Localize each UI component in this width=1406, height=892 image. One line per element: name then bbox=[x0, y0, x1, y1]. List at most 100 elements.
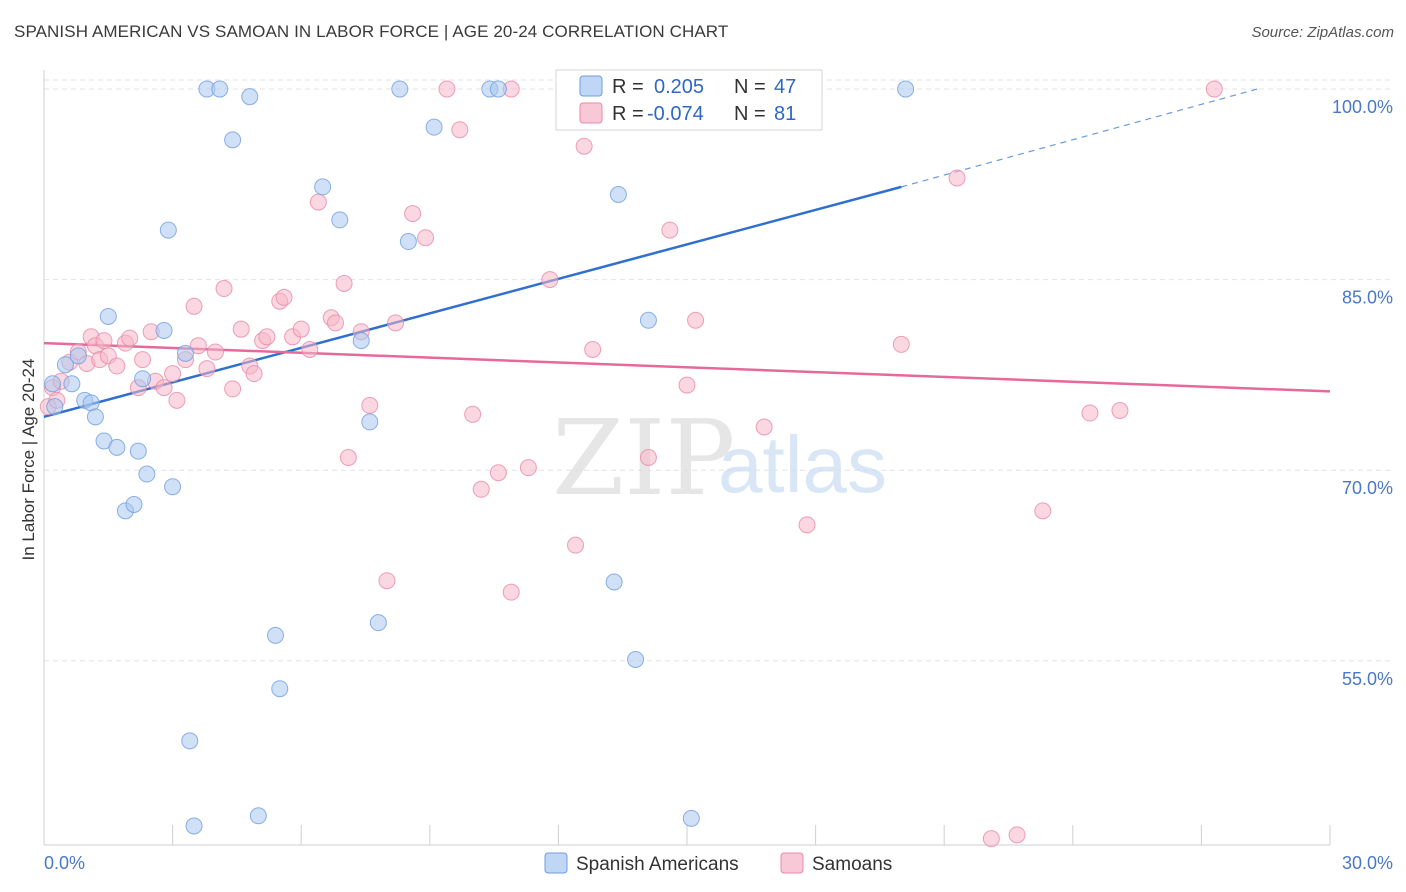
point-samoan-53 bbox=[472, 480, 490, 498]
point-spanish-american-10 bbox=[108, 438, 126, 456]
point-samoan-21 bbox=[168, 391, 186, 409]
chart-title: SPANISH AMERICAN VS SAMOAN IN LABOR FORC… bbox=[14, 22, 729, 41]
point-spanish-american-19 bbox=[176, 344, 194, 362]
point-samoan-12 bbox=[108, 357, 126, 375]
legend-r-value-1: 0.205 bbox=[654, 76, 704, 98]
point-spanish-american-36 bbox=[425, 118, 443, 136]
point-samoan-37 bbox=[292, 320, 310, 338]
point-spanish-american-16 bbox=[155, 321, 173, 339]
point-samoan-47 bbox=[387, 314, 405, 332]
point-samoan-65 bbox=[687, 311, 705, 329]
point-spanish-american-14 bbox=[134, 370, 152, 388]
point-spanish-american-32 bbox=[361, 413, 379, 431]
point-spanish-american-40 bbox=[605, 573, 623, 591]
point-spanish-american-33 bbox=[369, 614, 387, 632]
bottom-legend-swatch-pink bbox=[780, 852, 804, 874]
x-tick-label-0: 0.0% bbox=[44, 853, 85, 873]
point-spanish-american-41 bbox=[609, 186, 627, 204]
point-samoan-56 bbox=[502, 583, 520, 601]
bottom-legend-label-samoans: Samoans bbox=[812, 854, 892, 875]
bottom-legend-label-spanish-americans: Spanish Americans bbox=[576, 854, 739, 875]
point-spanish-american-42 bbox=[627, 651, 645, 669]
point-spanish-american-43 bbox=[639, 311, 657, 329]
legend-swatch-pink bbox=[579, 102, 603, 124]
point-samoan-61 bbox=[584, 341, 602, 359]
point-samoan-70 bbox=[892, 335, 910, 353]
point-spanish-american-28 bbox=[271, 680, 289, 698]
point-spanish-american-21 bbox=[185, 817, 203, 835]
point-spanish-american-26 bbox=[249, 807, 267, 825]
point-samoan-52 bbox=[464, 405, 482, 423]
point-samoan-77 bbox=[1205, 80, 1223, 98]
y-tick-label-3: 100.0% bbox=[1332, 97, 1393, 117]
point-samoan-45 bbox=[361, 396, 379, 414]
point-samoan-29 bbox=[232, 320, 250, 338]
point-samoan-57 bbox=[519, 459, 537, 477]
point-samoan-64 bbox=[678, 376, 696, 394]
point-samoan-38 bbox=[301, 341, 319, 359]
point-samoan-31 bbox=[245, 365, 263, 383]
point-samoan-27 bbox=[215, 280, 233, 298]
watermark-atlas: atlas bbox=[718, 420, 887, 509]
point-samoan-42 bbox=[335, 274, 353, 292]
point-spanish-american-17 bbox=[159, 221, 177, 239]
point-samoan-74 bbox=[1034, 502, 1052, 520]
point-spanish-american-45 bbox=[682, 809, 700, 827]
point-samoan-72 bbox=[982, 830, 1000, 848]
bottom-legend-swatch-blue bbox=[544, 852, 568, 874]
legend-n-value-2: 81 bbox=[774, 103, 796, 125]
point-samoan-46 bbox=[378, 572, 396, 590]
legend-n-label-1: N = bbox=[734, 76, 766, 98]
point-samoan-60 bbox=[575, 137, 593, 155]
x-tick-label-1: 30.0% bbox=[1342, 853, 1393, 873]
source-label: Source: ZipAtlas.com bbox=[1251, 24, 1394, 41]
point-samoan-26 bbox=[206, 343, 224, 361]
point-samoan-76 bbox=[1111, 401, 1129, 419]
y-axis-title: In Labor Force | Age 20-24 bbox=[19, 359, 38, 561]
point-spanish-american-15 bbox=[138, 465, 156, 483]
bottom-legend: Spanish Americans Samoans bbox=[544, 852, 892, 875]
point-samoan-23 bbox=[185, 297, 203, 315]
y-tick-label-0: 55.0% bbox=[1342, 669, 1393, 689]
point-samoan-69 bbox=[798, 516, 816, 534]
point-samoan-28 bbox=[224, 380, 242, 398]
point-spanish-american-38 bbox=[489, 80, 507, 98]
point-spanish-american-2 bbox=[56, 356, 74, 374]
point-samoan-63 bbox=[661, 221, 679, 239]
point-spanish-american-0 bbox=[44, 375, 62, 393]
legend-r-label-2: R = bbox=[612, 103, 644, 125]
y-tick-label-2: 85.0% bbox=[1342, 288, 1393, 308]
point-samoan-33 bbox=[258, 328, 276, 346]
trend-line-spanish-americans bbox=[43, 185, 902, 419]
point-spanish-american-4 bbox=[69, 347, 87, 365]
point-spanish-american-30 bbox=[331, 211, 349, 229]
point-spanish-american-29 bbox=[314, 178, 332, 196]
legend-swatch-blue bbox=[579, 75, 603, 97]
point-samoan-73 bbox=[1008, 826, 1026, 844]
legend-n-label-2: N = bbox=[734, 103, 766, 125]
point-spanish-american-35 bbox=[399, 233, 417, 251]
y-tick-label-1: 70.0% bbox=[1342, 478, 1393, 498]
point-spanish-american-3 bbox=[63, 375, 81, 393]
point-spanish-american-13 bbox=[129, 442, 147, 460]
axes: 55.0% 70.0% 85.0% 100.0% 0.0% 30.0% In Labor F… bbox=[19, 70, 1393, 873]
point-spanish-american-12 bbox=[125, 496, 143, 514]
point-samoan-71 bbox=[948, 169, 966, 187]
point-samoan-25 bbox=[198, 360, 216, 378]
point-samoan-54 bbox=[489, 464, 507, 482]
point-samoan-43 bbox=[339, 449, 357, 466]
point-spanish-american-31 bbox=[352, 332, 370, 350]
point-spanish-american-9 bbox=[99, 307, 117, 325]
point-samoan-59 bbox=[567, 536, 585, 554]
point-spanish-american-27 bbox=[266, 626, 284, 644]
point-samoan-50 bbox=[438, 80, 456, 98]
point-samoan-48 bbox=[404, 205, 422, 223]
watermark: ZIP atlas bbox=[552, 397, 887, 519]
point-samoan-10 bbox=[95, 332, 113, 350]
legend-r-value-2: -0.074 bbox=[647, 103, 704, 125]
point-spanish-american-20 bbox=[181, 732, 199, 750]
point-samoan-24 bbox=[189, 337, 207, 355]
point-samoan-14 bbox=[121, 329, 139, 347]
point-samoan-41 bbox=[326, 314, 344, 332]
